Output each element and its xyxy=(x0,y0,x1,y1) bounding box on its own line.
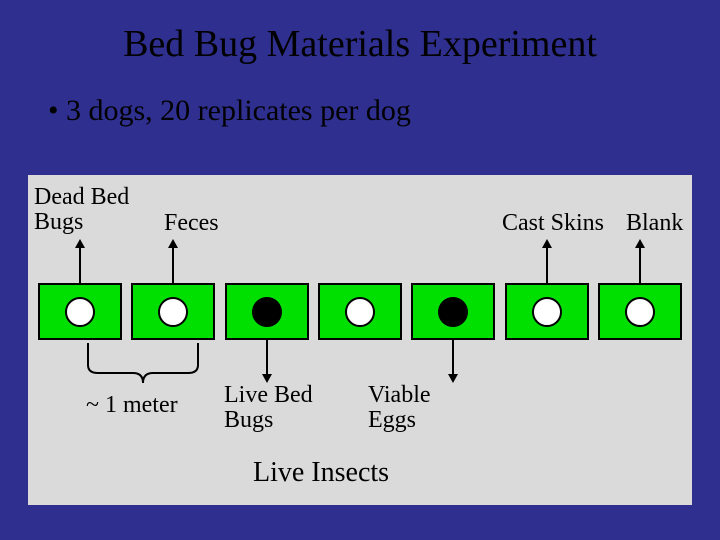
arrow-up-icon xyxy=(75,239,85,248)
diagram-panel: Dead Bed Bugs Feces Cast Skins Blank ~ 1… xyxy=(28,175,692,505)
arrow-line xyxy=(546,245,548,283)
arrow-line xyxy=(79,245,81,283)
label-dead-bed-bugs: Dead Bed Bugs xyxy=(34,185,129,235)
circle-black-icon xyxy=(438,297,468,327)
circle-white-icon xyxy=(625,297,655,327)
circle-white-icon xyxy=(532,297,562,327)
circle-white-icon xyxy=(158,297,188,327)
arrow-up-icon xyxy=(168,239,178,248)
label-blank: Blank xyxy=(626,211,683,236)
arrow-line xyxy=(172,245,174,283)
arrow-down-icon xyxy=(448,374,458,383)
arrow-line xyxy=(266,340,268,378)
slide-title: Bed Bug Materials Experiment xyxy=(0,0,720,66)
footer-text: Live Insects xyxy=(253,457,389,489)
circle-white-icon xyxy=(345,297,375,327)
arrow-line xyxy=(639,245,641,283)
arrow-up-icon xyxy=(635,239,645,248)
label-viable-eggs: Viable Eggs xyxy=(368,383,431,433)
label-meter: ~ 1 meter xyxy=(86,393,178,418)
meter-bracket xyxy=(78,343,208,383)
bullet-text: • 3 dogs, 20 replicates per dog xyxy=(0,66,720,128)
label-feces: Feces xyxy=(164,211,219,236)
arrow-line xyxy=(452,340,454,378)
circle-black-icon xyxy=(252,297,282,327)
arrow-up-icon xyxy=(542,239,552,248)
label-live-bed-bugs: Live Bed Bugs xyxy=(224,383,313,433)
label-cast-skins: Cast Skins xyxy=(502,211,604,236)
circle-white-icon xyxy=(65,297,95,327)
